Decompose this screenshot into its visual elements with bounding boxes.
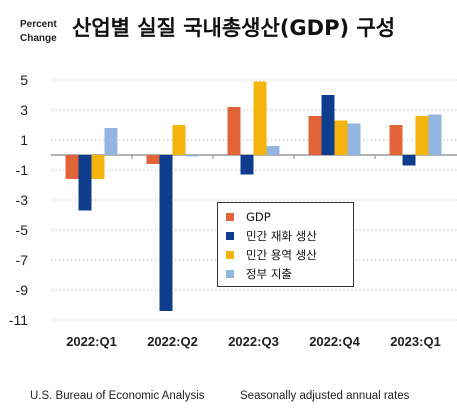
legend-swatch-gdp — [226, 212, 234, 221]
bar — [185, 155, 199, 157]
bar — [321, 95, 335, 155]
legend-item-services: 민간 용역 생산 — [226, 245, 345, 264]
y-tick-label: -5 — [16, 222, 29, 238]
bar — [402, 155, 416, 166]
bar — [253, 81, 267, 155]
bar — [334, 120, 348, 155]
legend-item-government: 정부 지출 — [226, 264, 345, 283]
x-category-labels: 2022:Q1 2022:Q2 2022:Q3 2022:Q4 2023:Q1 — [66, 334, 441, 349]
rate-note: Seasonally adjusted annual rates — [240, 390, 410, 402]
legend-swatch-services — [226, 250, 234, 259]
bar — [240, 155, 254, 175]
bar — [159, 155, 173, 311]
bar — [172, 125, 186, 155]
y-tick-label: 1 — [20, 132, 28, 148]
x-category-label: 2022:Q3 — [228, 334, 279, 349]
bars — [65, 81, 442, 311]
y-tick-labels: 5 3 1 -1 -3 -5 -7 -9 -11 — [9, 72, 28, 328]
y-tick-label: -1 — [16, 162, 29, 178]
bar — [389, 125, 403, 155]
y-tick-label: 3 — [20, 102, 28, 118]
bar — [146, 155, 160, 164]
legend-swatch-government — [226, 269, 234, 278]
legend-label-government: 정부 지출 — [246, 266, 292, 281]
x-category-label: 2023:Q1 — [390, 334, 441, 349]
legend-item-gdp: GDP — [226, 207, 345, 226]
y-axis-label-line-1: Percent — [20, 19, 57, 30]
bar — [266, 146, 280, 155]
legend-item-goods: 민간 재화 생산 — [226, 226, 345, 245]
y-tick-label: -9 — [16, 282, 29, 298]
bar — [347, 123, 361, 155]
y-tick-label: 5 — [20, 72, 28, 88]
legend-label-goods: 민간 재화 생산 — [246, 228, 317, 243]
bar-chart: 531-1-3-5-7-9-11 2022:Q1 2022:Q2 2022:Q3 20… — [9, 72, 457, 349]
bar — [308, 116, 322, 155]
source-note: U.S. Bureau of Economic Analysis — [30, 390, 205, 402]
legend: GDP 민간 재화 생산 민간 용역 생산 정부 지출 — [217, 202, 354, 287]
legend-swatch-goods — [226, 231, 234, 240]
chart-title: 산업별 실질 국내총생산(GDP) 구성 — [72, 16, 396, 40]
bar — [91, 155, 105, 179]
bar — [227, 107, 241, 155]
y-tick-label: -3 — [16, 192, 29, 208]
bar — [415, 116, 429, 155]
y-tick-label: -7 — [16, 252, 29, 268]
bar — [428, 114, 442, 155]
y-tick-label: -11 — [9, 312, 28, 328]
bar — [78, 155, 92, 211]
legend-label-gdp: GDP — [246, 209, 271, 224]
x-category-label: 2022:Q4 — [309, 334, 360, 349]
bar — [65, 155, 79, 179]
x-category-label: 2022:Q1 — [66, 334, 117, 349]
y-axis-label-line-2: Change — [20, 33, 57, 44]
legend-label-services: 민간 용역 생산 — [246, 247, 317, 262]
x-category-label: 2022:Q2 — [147, 334, 198, 349]
bar — [104, 128, 118, 155]
